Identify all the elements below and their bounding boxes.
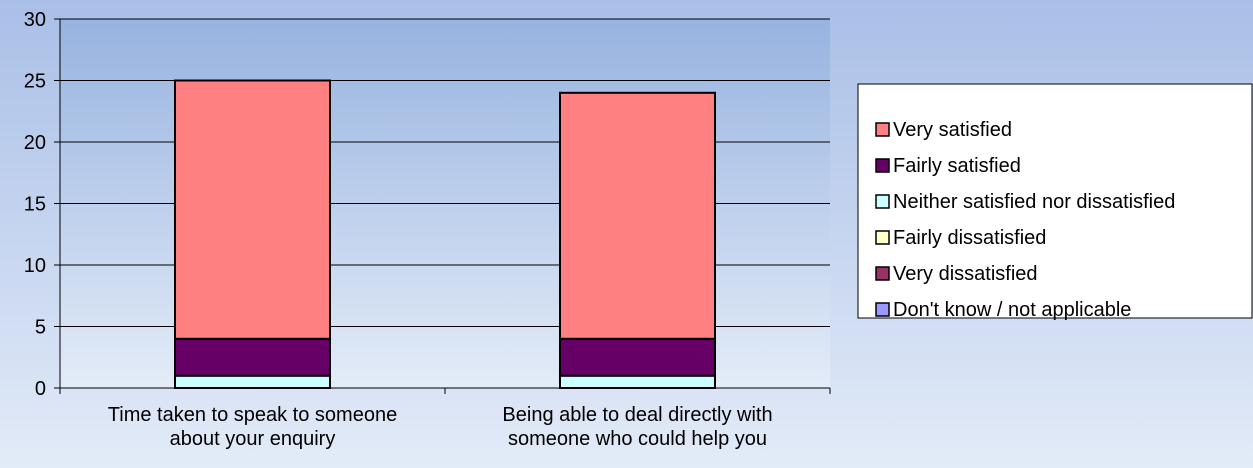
bar-segment [559, 374, 716, 390]
bars [174, 79, 716, 390]
legend-label: Fairly satisfied [893, 155, 1021, 177]
legend-swatch [875, 302, 890, 317]
legend-item: Neither satisfied nor dissatisfied [875, 191, 1175, 213]
y-tick-label: 10 [24, 255, 46, 277]
legend-item: Very dissatisfied [875, 263, 1038, 285]
legend-swatch [875, 194, 890, 209]
legend-label: Very satisfied [893, 119, 1012, 141]
legend-item: Don't know / not applicable [875, 299, 1131, 321]
y-axis: 0 5 10 15 20 25 30 [24, 9, 61, 400]
legend-box [857, 83, 1253, 319]
legend-swatch [875, 230, 890, 245]
legend-swatch [875, 122, 890, 137]
legend-swatch [875, 158, 890, 173]
y-tick-label: 0 [35, 378, 46, 400]
x-axis: Time taken to speak to someone about your… [59, 387, 831, 450]
y-tick-label: 20 [24, 132, 46, 154]
bar-segment [559, 337, 716, 377]
legend-item: Fairly satisfied [875, 155, 1021, 177]
y-tick-label: 5 [35, 317, 46, 339]
legend-label: Fairly dissatisfied [893, 227, 1046, 249]
x-category-label: Being able to deal directly with someone … [502, 404, 772, 450]
bar-segment [174, 337, 331, 377]
legend-item: Fairly dissatisfied [875, 227, 1046, 249]
x-category-label: Time taken to speak to someone about your… [108, 404, 397, 450]
y-tick-label: 15 [24, 194, 46, 216]
legend-swatch [875, 266, 890, 281]
bar-segment [559, 91, 716, 340]
legend-label: Very dissatisfied [893, 263, 1038, 285]
legend-item: Very satisfied [875, 119, 1012, 141]
bar-segment [174, 374, 331, 390]
legend-label: Don't know / not applicable [893, 299, 1131, 321]
bar-segment [174, 79, 331, 340]
legend: Very satisfied Fairly satisfied Neither sa… [857, 83, 1253, 321]
y-tick-label: 25 [24, 71, 46, 93]
legend-label: Neither satisfied nor dissatisfied [893, 191, 1175, 213]
y-tick-label: 30 [24, 9, 46, 31]
